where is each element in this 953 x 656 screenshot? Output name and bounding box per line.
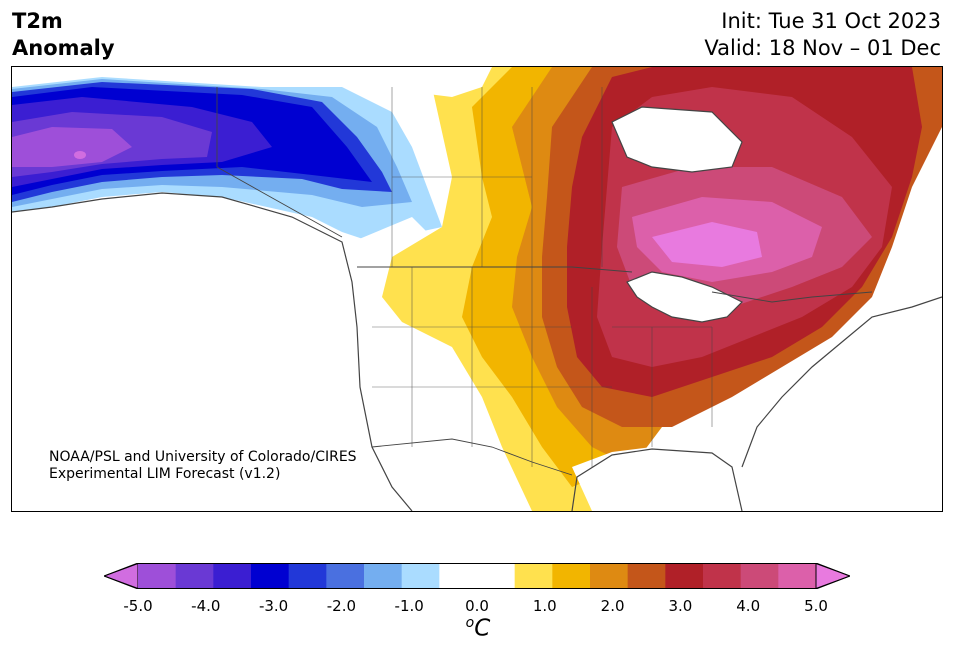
colorbar-bin	[627, 563, 666, 589]
title-line-variable: T2m	[12, 9, 63, 33]
province-lines	[391, 87, 603, 267]
anomaly-region-alaska-m8	[74, 151, 86, 159]
unit-label: oC	[466, 615, 491, 642]
great-lakes	[626, 271, 744, 323]
colorbar-bin	[590, 563, 629, 589]
colorbar-extend-high	[815, 563, 850, 589]
arctic-ocean	[392, 67, 492, 97]
colorbar-bin	[401, 563, 440, 589]
colorbar-tick-label: 0.0	[465, 597, 489, 615]
colorbar-tick-label: -3.0	[258, 597, 289, 615]
coastline-gulf	[571, 448, 743, 511]
colorbar-tick-label: -5.0	[123, 597, 153, 615]
colorbar-bin	[514, 563, 553, 589]
map-canvas	[12, 67, 942, 511]
colorbar-tick-label: -4.0	[191, 597, 221, 615]
valid-period: Valid: 18 Nov – 01 Dec	[704, 36, 941, 60]
colorbar-bin	[175, 563, 214, 589]
colorbar-tick-label: 2.0	[600, 597, 625, 615]
border-alaska	[216, 87, 343, 238]
colorbar-bin	[364, 563, 403, 589]
colorbar-bin	[665, 563, 704, 589]
colorbar-bin	[439, 563, 478, 589]
title-line-anomaly: Anomaly	[12, 36, 115, 60]
credit-line-1: NOAA/PSL and University of Colorado/CIRE…	[49, 449, 357, 465]
colorbar-bin	[740, 563, 779, 589]
map-title: T2m Anomaly	[12, 8, 115, 62]
colorbar-bin	[213, 563, 252, 589]
coastline-east	[741, 296, 942, 468]
unit-celsius: C	[474, 615, 491, 642]
colorbar-extend-low	[104, 563, 139, 589]
data-credit: NOAA/PSL and University of Colorado/CIRE…	[49, 449, 357, 483]
colorbar-tick-label: 4.0	[736, 597, 761, 615]
colorbar-bin	[326, 563, 365, 589]
colorbar-tick-label: 1.0	[532, 597, 557, 615]
colorbar-tick-label: -2.0	[326, 597, 357, 615]
init-date: Init: Tue 31 Oct 2023	[721, 9, 941, 33]
colorbar-tick-label: 5.0	[804, 597, 828, 615]
forecast-timing: Init: Tue 31 Oct 2023 Valid: 18 Nov – 01…	[704, 8, 941, 62]
atlantic-ocean	[742, 297, 942, 511]
colorbar-outline	[104, 563, 850, 589]
pacific-ocean	[12, 197, 412, 511]
hudson-bay	[611, 106, 743, 173]
colorbar-bin	[552, 563, 591, 589]
border-us-canada	[357, 266, 873, 303]
colorbar-bin	[288, 563, 327, 589]
colorbar-bin	[138, 563, 177, 589]
anomaly-region-warm-p9	[652, 222, 762, 267]
colorbar-bin	[778, 563, 817, 589]
colorbar-bin	[477, 563, 516, 589]
anomaly-region-alaska-m7	[12, 127, 132, 167]
gulf-of-mexico	[572, 447, 742, 511]
colorbar-tick-label: 3.0	[668, 597, 693, 615]
border-us-mexico	[371, 438, 573, 476]
colorbar	[104, 563, 850, 589]
unit-degree: o	[465, 615, 475, 631]
state-lines	[372, 267, 713, 467]
credit-line-2: Experimental LIM Forecast (v1.2)	[49, 466, 281, 482]
colorbar-bin	[251, 563, 290, 589]
colorbar-tick-label: -1.0	[394, 597, 424, 615]
anomaly-map	[11, 66, 943, 512]
colorbar-bin	[703, 563, 742, 589]
